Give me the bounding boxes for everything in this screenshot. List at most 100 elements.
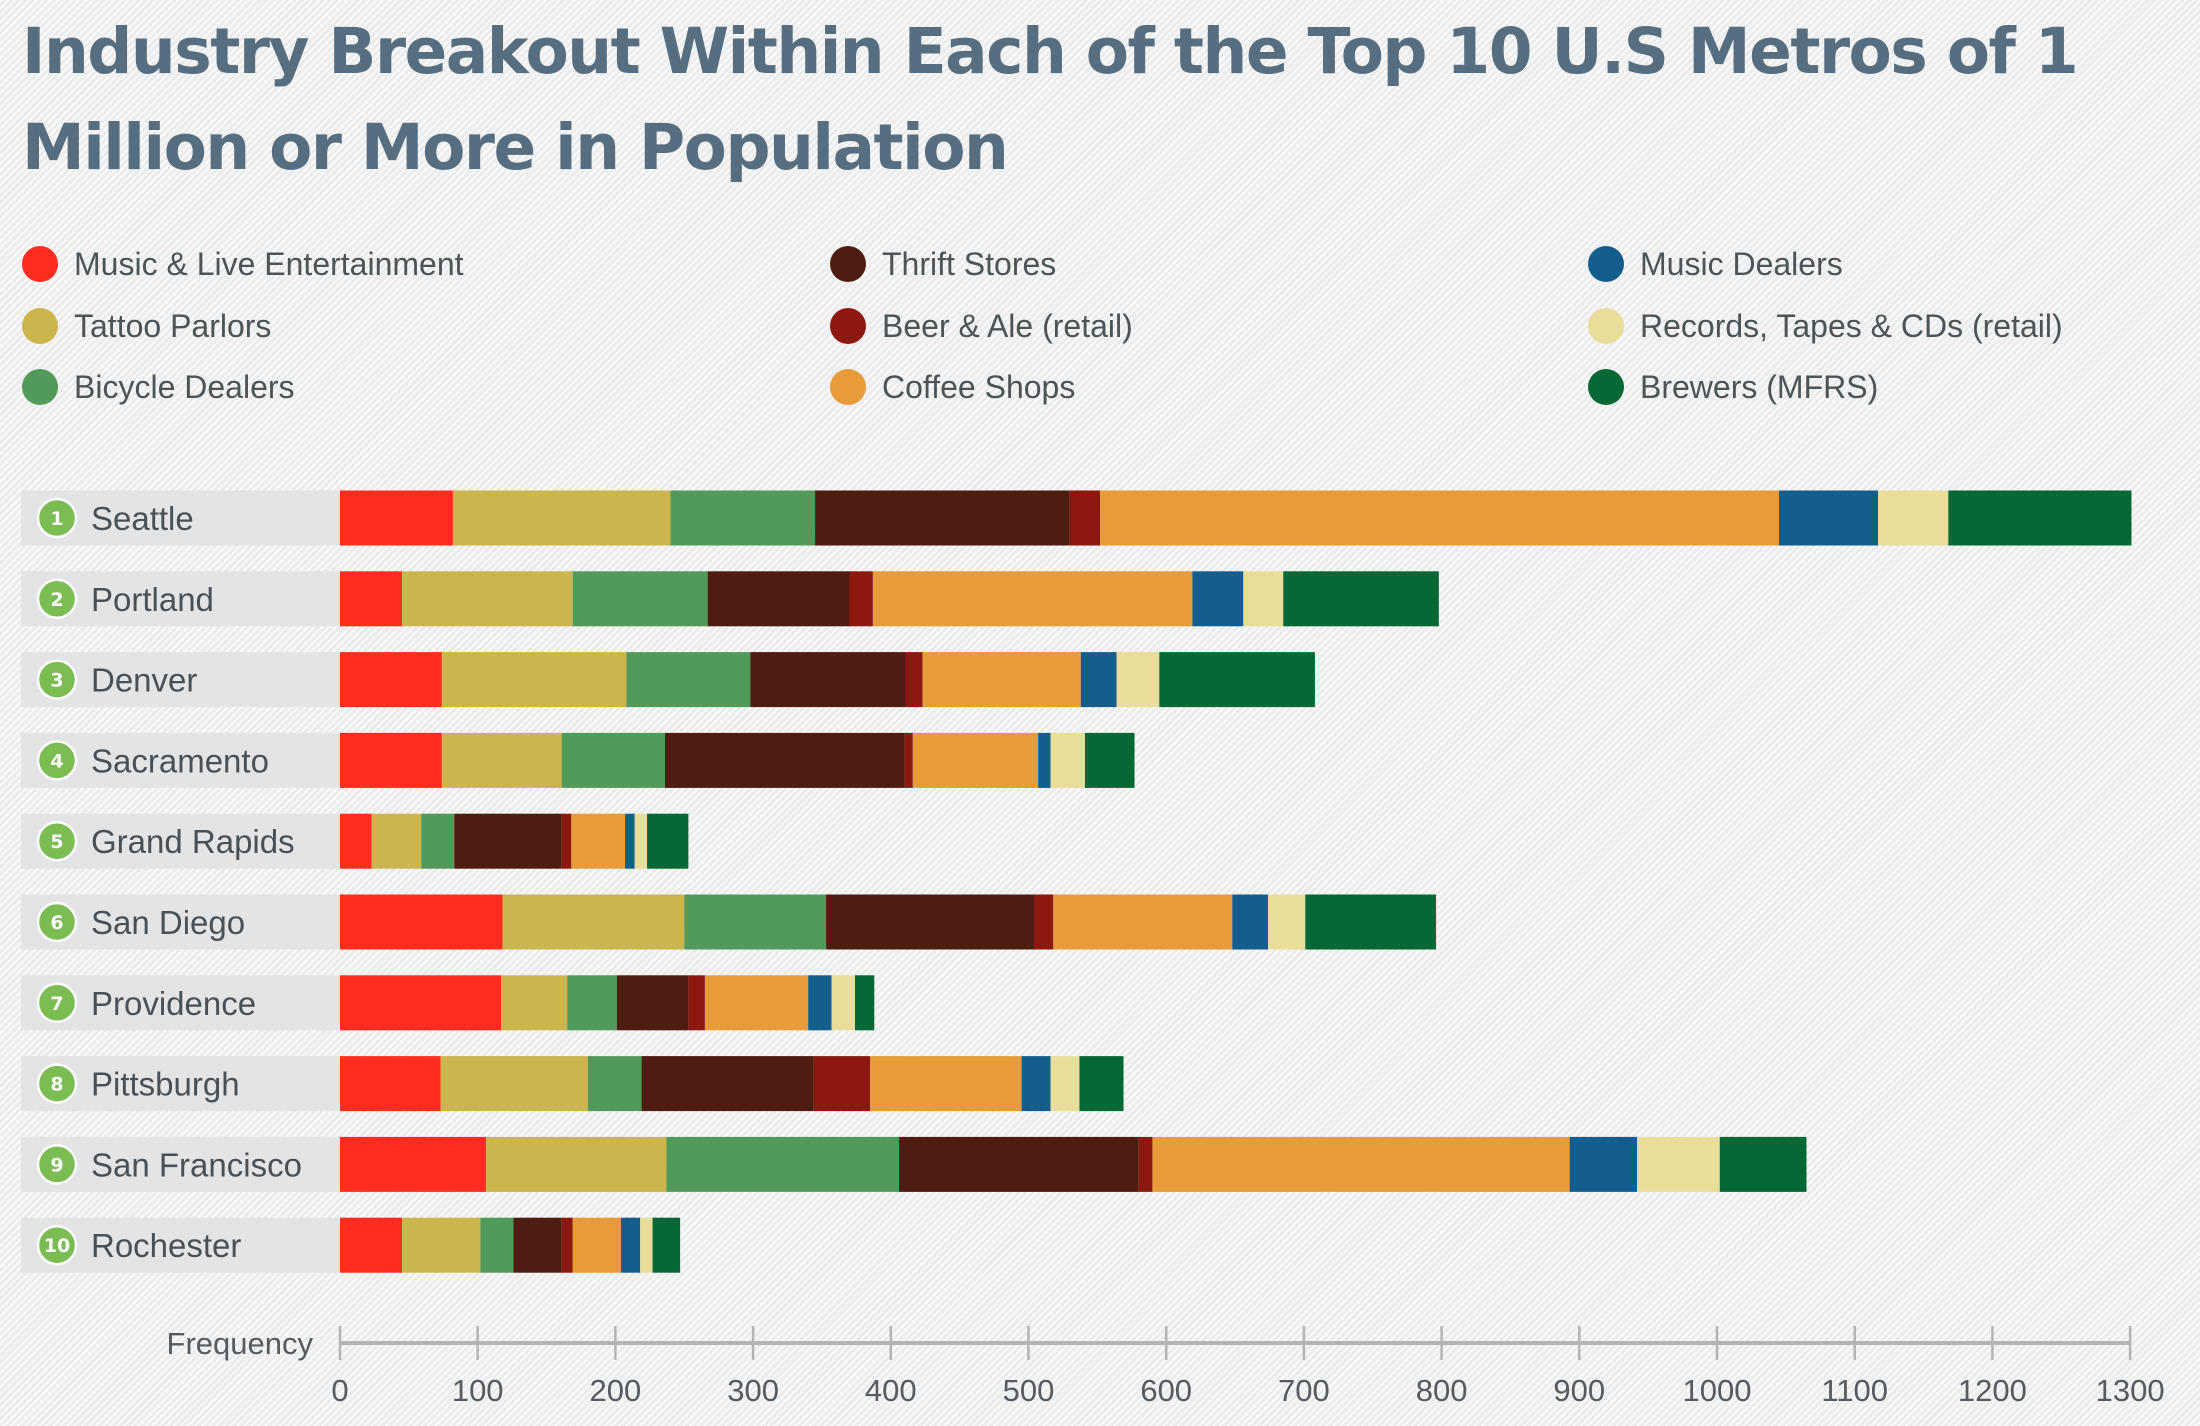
bar-segment[interactable] (899, 1136, 1139, 1192)
bar-segment[interactable] (1053, 894, 1233, 950)
legend-item[interactable]: Music Dealers (1588, 244, 1843, 284)
bar-segment[interactable] (750, 652, 906, 708)
bar-segment[interactable] (401, 571, 573, 627)
bar-segment[interactable] (872, 571, 1193, 627)
bar-segment[interactable] (502, 894, 685, 950)
bar-segment[interactable] (340, 975, 502, 1031)
bar-segment[interactable] (561, 813, 572, 869)
legend-item[interactable]: Music & Live Entertainment (22, 244, 464, 284)
bar-segment[interactable] (572, 571, 708, 627)
bar-segment[interactable] (340, 652, 442, 708)
bar-segment[interactable] (647, 813, 689, 869)
bar-segment[interactable] (904, 732, 913, 788)
bar-segment[interactable] (1079, 1056, 1124, 1112)
bar-segment[interactable] (454, 813, 562, 869)
bar-segment[interactable] (652, 1217, 681, 1273)
bar-segment[interactable] (340, 894, 503, 950)
bar-segment[interactable] (452, 490, 671, 546)
legend-item[interactable]: Coffee Shops (830, 367, 1075, 407)
bar-segment[interactable] (1080, 652, 1117, 708)
legend-item[interactable]: Thrift Stores (830, 244, 1056, 284)
bar-segment[interactable] (1637, 1136, 1720, 1192)
bar-segment[interactable] (831, 975, 855, 1031)
bar-segment[interactable] (572, 1217, 621, 1273)
bar-segment[interactable] (1283, 571, 1439, 627)
bar-segment[interactable] (707, 571, 850, 627)
bar-segment[interactable] (441, 652, 627, 708)
bar-segment[interactable] (1268, 894, 1306, 950)
bar-segment[interactable] (815, 490, 1070, 546)
bar-segment[interactable] (440, 1056, 588, 1112)
bar-segment[interactable] (641, 1056, 814, 1112)
bar-segment[interactable] (870, 1056, 1022, 1112)
bar-segment[interactable] (813, 1056, 871, 1112)
bar-segment[interactable] (912, 732, 1039, 788)
bar-segment[interactable] (1034, 894, 1054, 950)
legend-item[interactable]: Tattoo Parlors (22, 306, 271, 346)
bar-segment[interactable] (561, 1217, 573, 1273)
bar-segment[interactable] (340, 1136, 486, 1192)
bar-segment[interactable] (1243, 571, 1284, 627)
bar-segment[interactable] (340, 813, 372, 869)
bar-segment[interactable] (640, 1217, 653, 1273)
bar-segment[interactable] (1878, 490, 1949, 546)
bar-segment[interactable] (340, 571, 402, 627)
bar-segment[interactable] (485, 1136, 667, 1192)
bar-segment[interactable] (340, 732, 442, 788)
chart-rows: 1 Seattle 2 Portland 3 Denver 4 Sacramento 5 Gran… (21, 490, 2132, 1273)
bar-segment[interactable] (826, 894, 1035, 950)
bar-segment[interactable] (666, 1136, 900, 1192)
bar-segment[interactable] (626, 652, 751, 708)
bar-segment[interactable] (1038, 732, 1051, 788)
bar-segment[interactable] (684, 894, 827, 950)
legend-item[interactable]: Bicycle Dealers (22, 367, 295, 407)
bar-segment[interactable] (905, 652, 923, 708)
bar-segment[interactable] (849, 571, 873, 627)
bar-segment[interactable] (561, 732, 665, 788)
bar-segment[interactable] (1778, 490, 1879, 546)
bar-segment[interactable] (1069, 490, 1101, 546)
bar-segment[interactable] (854, 975, 875, 1031)
bar-segment[interactable] (1138, 1136, 1153, 1192)
bar-segment[interactable] (1152, 1136, 1570, 1192)
legend-item[interactable]: Records, Tapes & CDs (retail) (1588, 306, 2063, 346)
bar-segment[interactable] (513, 1217, 562, 1273)
bar-segment[interactable] (1719, 1136, 1807, 1192)
bar-segment[interactable] (670, 490, 816, 546)
bar-segment[interactable] (340, 490, 453, 546)
bar-segment[interactable] (1232, 894, 1269, 950)
bar-segment[interactable] (1021, 1056, 1051, 1112)
bar-segment[interactable] (1084, 732, 1135, 788)
bar-segment[interactable] (1159, 652, 1315, 708)
bar-segment[interactable] (401, 1217, 481, 1273)
legend-item[interactable]: Brewers (MFRS) (1588, 367, 1878, 407)
bar-segment[interactable] (441, 732, 562, 788)
bar-segment[interactable] (625, 813, 635, 869)
bar-segment[interactable] (1100, 490, 1779, 546)
bar-segment[interactable] (371, 813, 422, 869)
bar-segment[interactable] (340, 1217, 402, 1273)
bar-segment[interactable] (1305, 894, 1437, 950)
bar-segment[interactable] (664, 732, 905, 788)
bar-segment[interactable] (501, 975, 568, 1031)
bar-segment[interactable] (1050, 1056, 1080, 1112)
bar-segment[interactable] (1050, 732, 1085, 788)
bar-segment[interactable] (808, 975, 832, 1031)
bar-segment[interactable] (1948, 490, 2132, 546)
bar-segment[interactable] (620, 1217, 641, 1273)
bar-segment[interactable] (704, 975, 809, 1031)
bar-segment[interactable] (616, 975, 689, 1031)
bar-segment[interactable] (340, 1056, 441, 1112)
bar-segment[interactable] (480, 1217, 514, 1273)
bar-segment[interactable] (688, 975, 705, 1031)
bar-segment[interactable] (634, 813, 648, 869)
bar-segment[interactable] (1192, 571, 1244, 627)
bar-segment[interactable] (922, 652, 1081, 708)
bar-segment[interactable] (571, 813, 626, 869)
legend-item[interactable]: Beer & Ale (retail) (830, 306, 1133, 346)
bar-segment[interactable] (1569, 1136, 1638, 1192)
bar-segment[interactable] (587, 1056, 642, 1112)
bar-segment[interactable] (567, 975, 617, 1031)
bar-segment[interactable] (1116, 652, 1160, 708)
bar-segment[interactable] (421, 813, 455, 869)
